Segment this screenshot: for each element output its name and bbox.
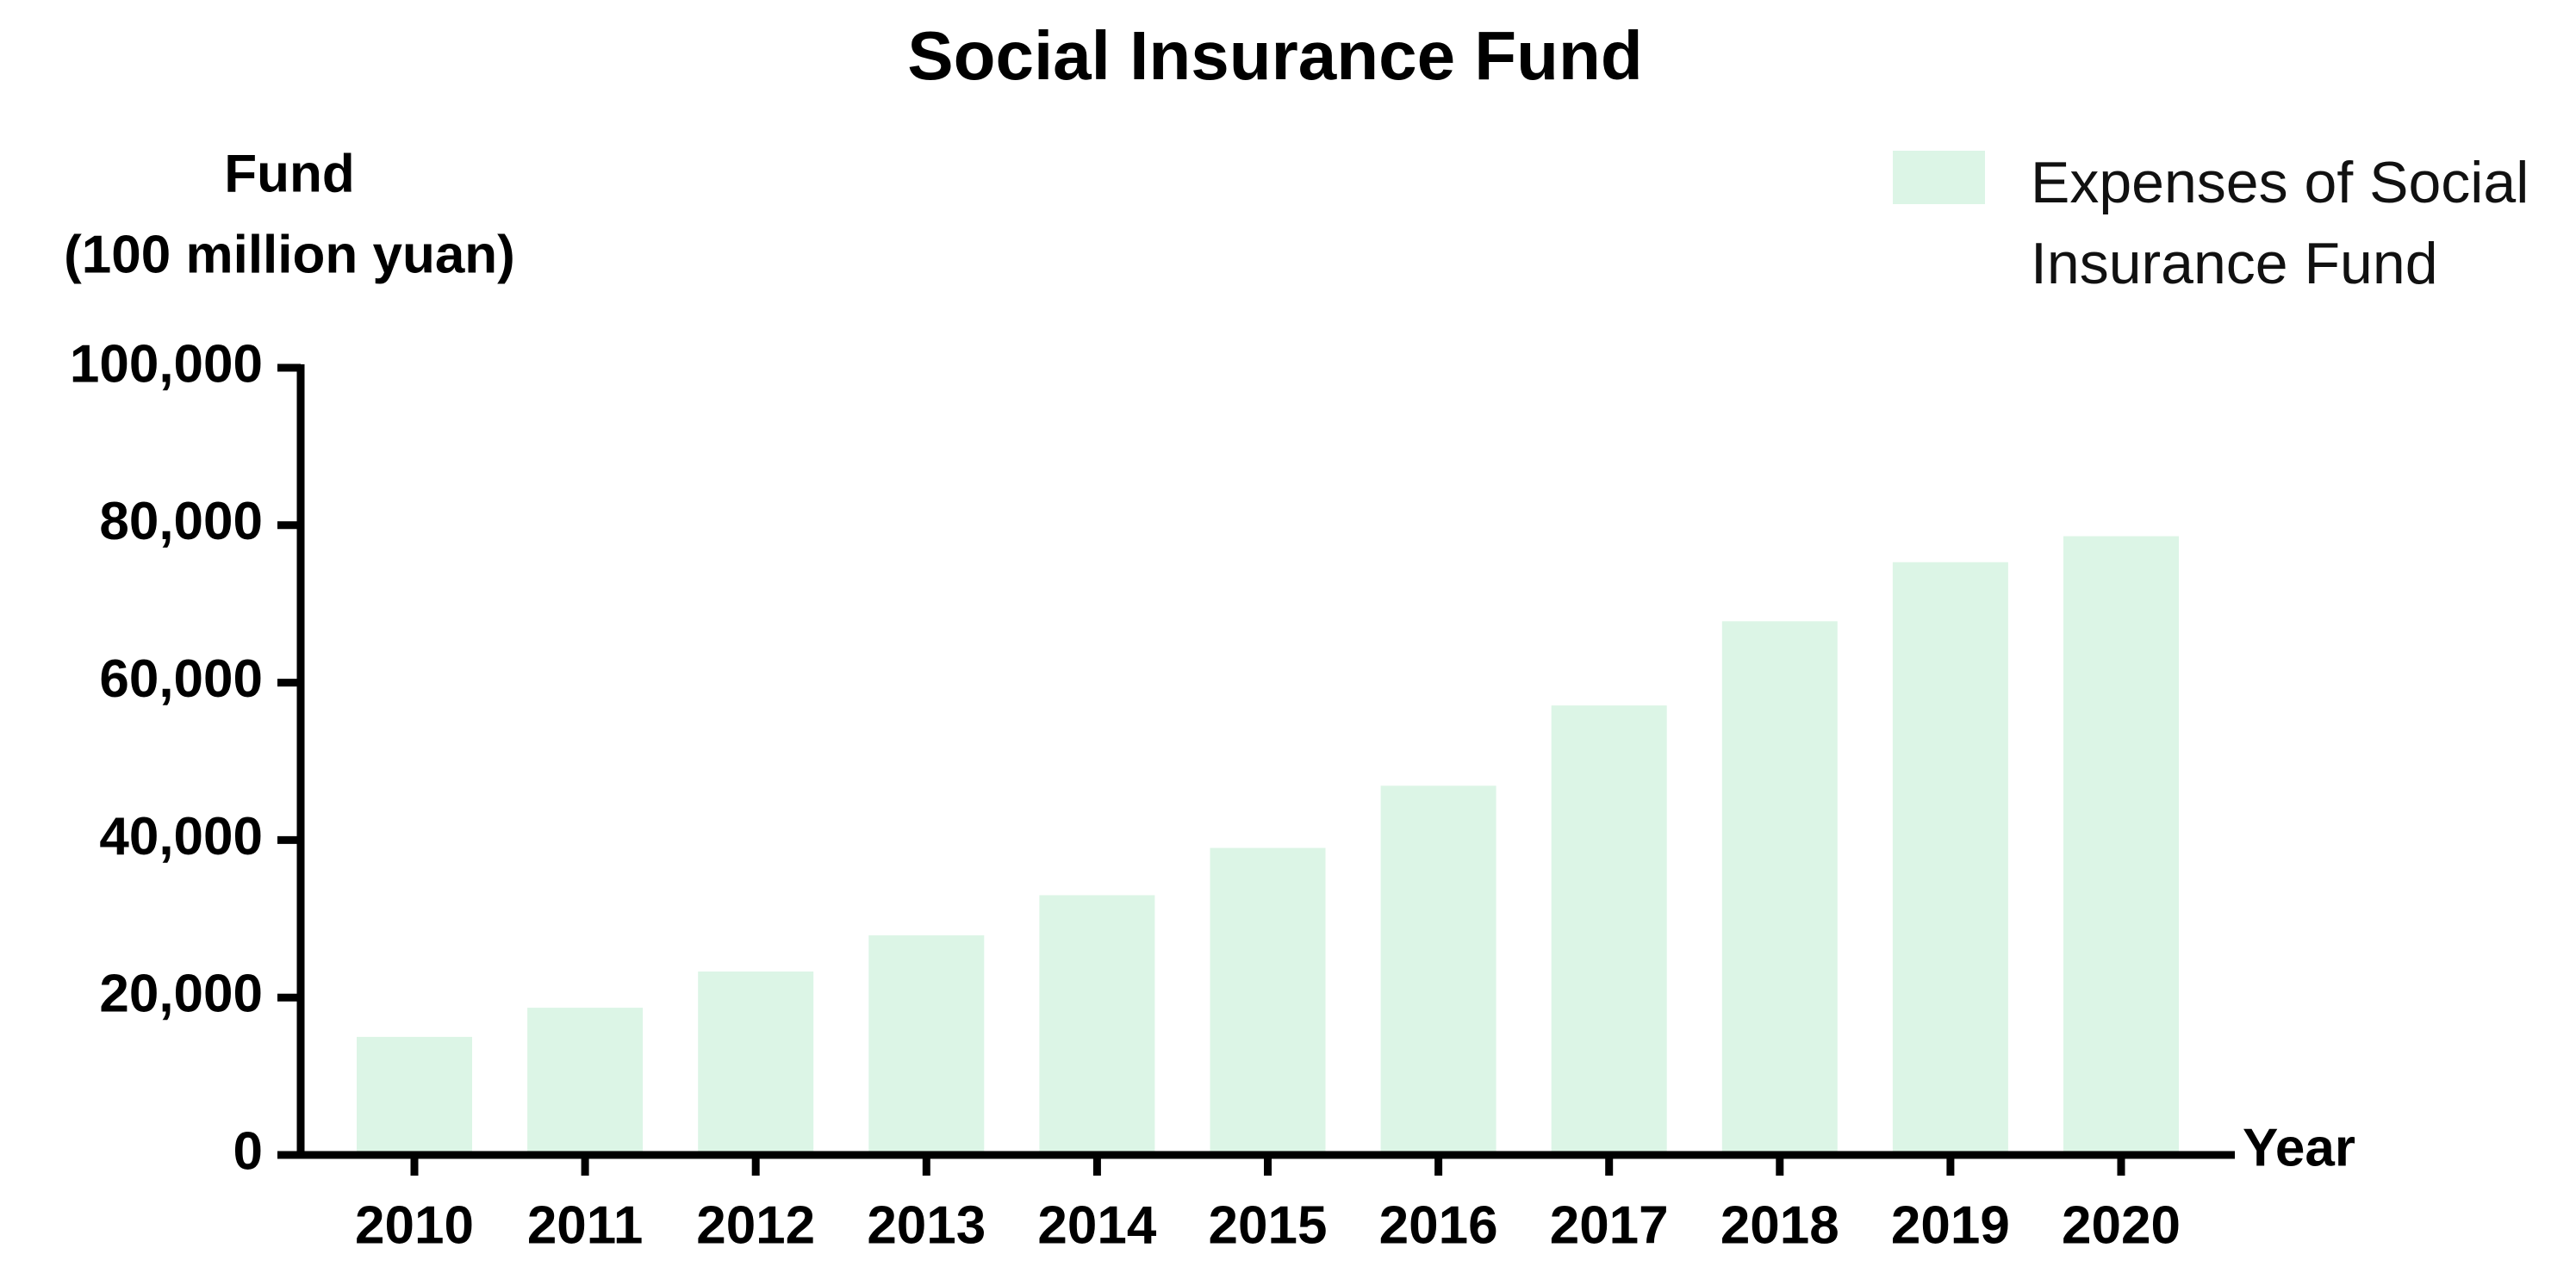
y-tick-label: 80,000: [99, 492, 263, 551]
x-tick-label: 2013: [867, 1195, 986, 1255]
bar: [1721, 621, 1838, 1155]
y-axis-label: Fund: [224, 144, 355, 203]
x-tick-label: 2018: [1720, 1195, 1839, 1255]
y-tick-label: 100,000: [70, 334, 263, 394]
x-tick-label: 2020: [2062, 1195, 2181, 1255]
x-tick-label: 2015: [1209, 1195, 1328, 1255]
y-tick-label: 20,000: [99, 965, 263, 1024]
bar: [1380, 785, 1496, 1155]
bar: [698, 972, 814, 1155]
legend-label: Expenses of Social Insurance Fund: [2031, 150, 2529, 296]
bar: [357, 1036, 472, 1155]
x-tick-label: 2017: [1550, 1195, 1669, 1255]
bar: [868, 934, 985, 1155]
bar: [1551, 705, 1667, 1155]
x-tick-label: 2011: [527, 1195, 644, 1255]
y-tick-label: 0: [233, 1121, 263, 1181]
x-tick-label: 2016: [1379, 1195, 1498, 1255]
x-axis-label: Year: [2243, 1118, 2355, 1177]
chart-title: Social Insurance Fund: [907, 17, 1643, 94]
bar: [1892, 562, 2008, 1155]
x-tick-label: 2010: [355, 1195, 474, 1255]
legend-swatch: [1893, 151, 1985, 204]
y-tick-label: 60,000: [99, 649, 263, 709]
x-tick-label: 2019: [1891, 1195, 2010, 1255]
y-axis-label: (100 million yuan): [64, 225, 515, 284]
x-tick-label: 2014: [1037, 1195, 1156, 1255]
bar: [1210, 847, 1326, 1155]
bar: [527, 1008, 644, 1155]
x-tick-label: 2012: [696, 1195, 815, 1255]
bar: [1039, 895, 1155, 1155]
y-tick-label: 40,000: [99, 807, 263, 866]
bar: [2063, 536, 2179, 1155]
